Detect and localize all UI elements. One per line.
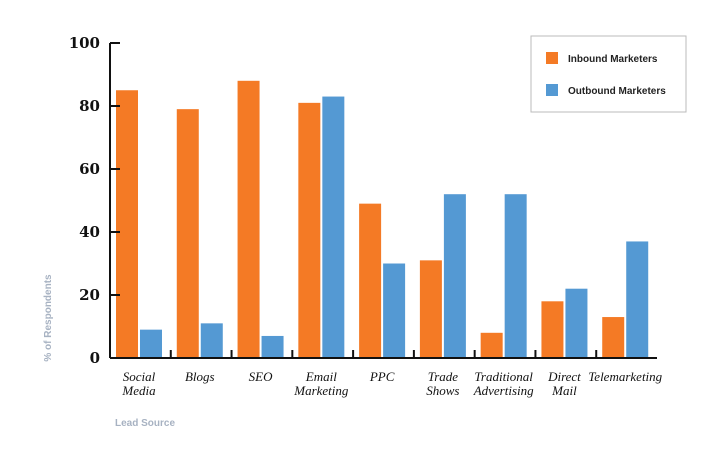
y-axis-title: % of Respondents bbox=[43, 274, 54, 362]
bar-outbound bbox=[443, 194, 466, 358]
x-category-label: PPC bbox=[369, 369, 395, 384]
bar-inbound bbox=[359, 203, 382, 358]
bar-inbound bbox=[602, 317, 625, 358]
legend-label-inbound: Inbound Marketers bbox=[568, 54, 658, 65]
x-axis-title: Lead Source bbox=[115, 418, 175, 429]
bar-outbound bbox=[565, 288, 588, 358]
x-category-label: Blogs bbox=[185, 369, 215, 384]
axes-group bbox=[109, 43, 657, 359]
bar-inbound bbox=[541, 301, 564, 358]
x-category-label: Mail bbox=[551, 383, 577, 398]
bar-outbound bbox=[140, 329, 162, 358]
legend-label-outbound: Outbound Marketers bbox=[568, 86, 666, 97]
legend-swatch-outbound bbox=[546, 84, 558, 96]
legend-swatch-inbound bbox=[546, 52, 558, 64]
x-category-label: Advertising bbox=[473, 383, 534, 398]
bar-outbound bbox=[200, 323, 223, 358]
bar-inbound bbox=[298, 102, 321, 358]
y-tick-label: 40 bbox=[79, 223, 100, 241]
x-category-label: Direct bbox=[547, 369, 581, 384]
bar-inbound bbox=[419, 260, 442, 358]
x-category-label: Shows bbox=[426, 383, 459, 398]
bar-outbound bbox=[626, 241, 649, 358]
x-category-label: Marketing bbox=[293, 383, 349, 398]
y-ticks-group: 0 20 40 60 80 100 bbox=[69, 34, 120, 367]
bar-outbound bbox=[383, 263, 406, 358]
bar-inbound bbox=[176, 109, 199, 359]
x-category-label: Media bbox=[121, 383, 156, 398]
bars-group bbox=[116, 80, 649, 359]
x-category-label: Social bbox=[123, 369, 156, 384]
x-category-label: Trade bbox=[428, 369, 459, 384]
bar-outbound bbox=[322, 96, 345, 359]
x-category-label: Telemarketing bbox=[588, 369, 662, 384]
bar-outbound bbox=[261, 335, 284, 358]
x-category-label: Email bbox=[305, 369, 337, 384]
bar-inbound bbox=[237, 80, 260, 359]
x-category-label: SEO bbox=[249, 369, 273, 384]
y-tick-label: 60 bbox=[79, 160, 100, 178]
bar-inbound bbox=[480, 332, 503, 358]
y-tick-label: 20 bbox=[79, 286, 100, 304]
y-tick-label: 80 bbox=[79, 97, 100, 115]
bar-inbound bbox=[116, 90, 138, 358]
y-tick-label: 100 bbox=[69, 34, 100, 52]
y-tick-label: 0 bbox=[90, 349, 100, 367]
legend-box bbox=[530, 35, 687, 113]
x-category-label: Traditional bbox=[474, 369, 533, 384]
bar-outbound bbox=[504, 194, 527, 358]
legend: Inbound Marketers Outbound Marketers bbox=[530, 35, 687, 113]
